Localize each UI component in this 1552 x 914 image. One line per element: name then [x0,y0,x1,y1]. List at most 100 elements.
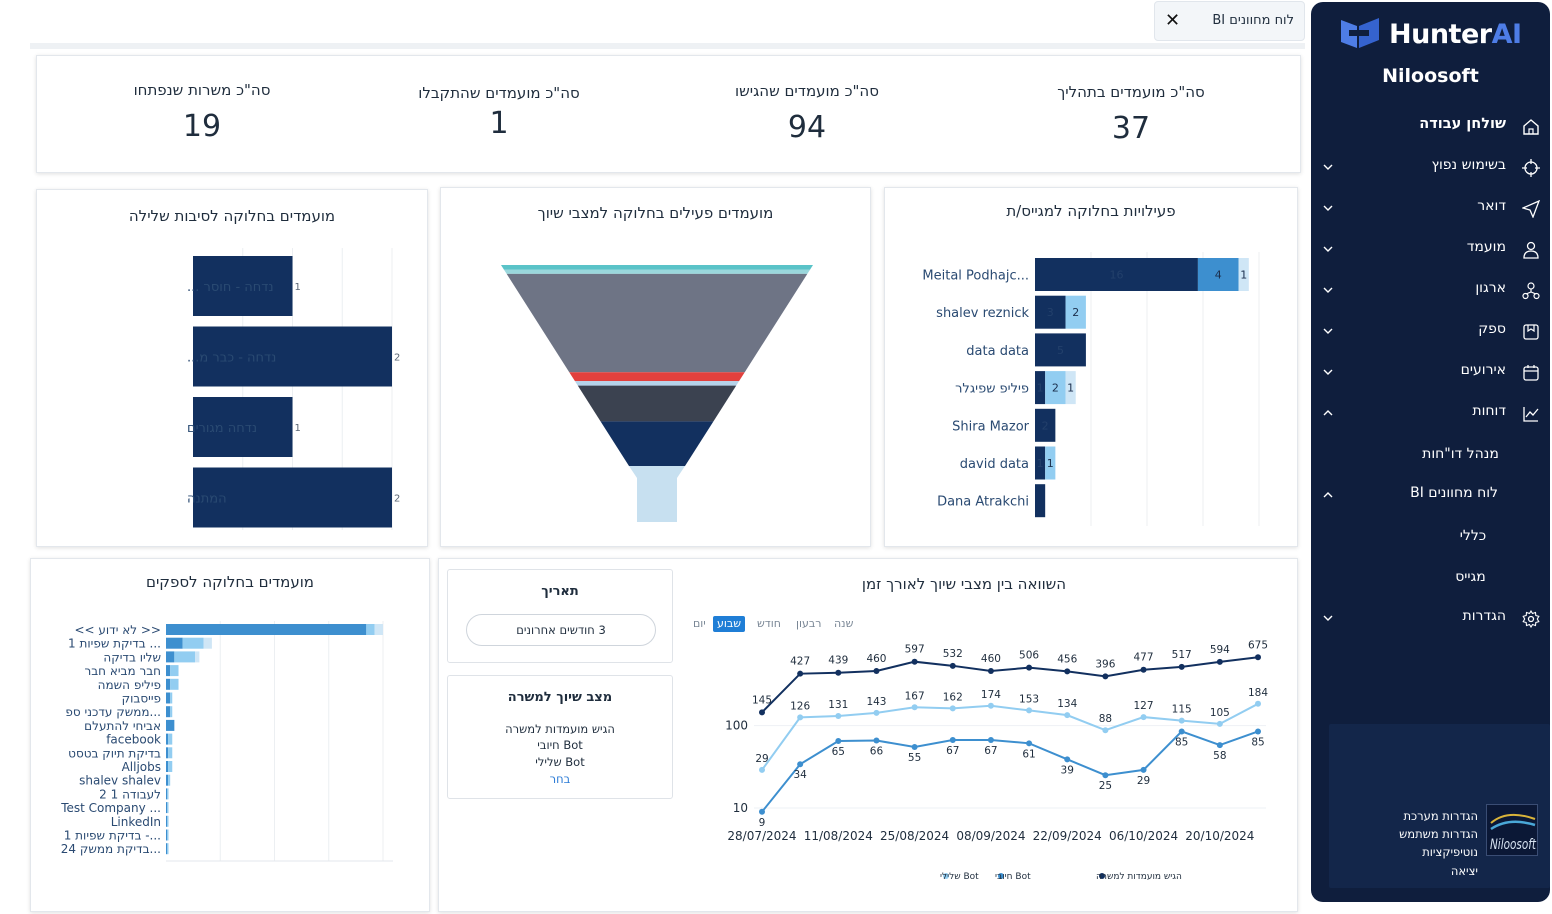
hunter-logo-icon [1341,18,1379,48]
nav-reports[interactable]: דוחות [1311,395,1550,433]
data-label: 2 [1052,382,1059,395]
nav-bi-general[interactable]: כללי [1459,528,1487,544]
category-label: Alljobs [122,760,161,774]
x-tick-label: 06/10/2024 [1109,829,1178,843]
status-option[interactable]: Bot חיובי [537,738,583,752]
period-tab-day[interactable]: יום [693,617,706,630]
footer-logout[interactable]: יציאה [1450,864,1478,878]
close-icon[interactable]: ✕ [1165,10,1181,31]
x-tick-label: 20/10/2024 [1185,829,1254,843]
data-point [1255,728,1261,735]
data-label: 16 [1109,269,1123,282]
chevron-down-icon[interactable] [1321,160,1335,174]
chevron-down-icon[interactable] [1321,242,1335,256]
category-label: LinkedIn [111,815,161,829]
nav-events[interactable]: אירועים [1311,354,1550,392]
category-label: ממשק עדכני ספ... [65,705,161,719]
data-label: 67 [984,745,997,757]
supplier-icon [1523,324,1539,340]
status-option[interactable]: Bot שלילי [535,755,585,769]
chevron-down-icon[interactable] [1321,324,1335,338]
data-point [911,658,918,665]
nav-desktop[interactable]: שולחן עבודה [1311,108,1550,146]
bar-segment [166,761,169,772]
tab-bi-dashboard[interactable]: לוח מחוונים BI ✕ [1154,1,1305,41]
category-label: פיליפ השמה [98,678,161,692]
footer-system-settings[interactable]: הגדרות מערכת [1403,809,1478,823]
status-option[interactable]: הגיש מועמדות למשרה [505,722,615,736]
data-label: 25 [1099,780,1112,792]
data-label: 506 [1019,650,1039,662]
bar-segment [166,733,169,745]
data-point [949,662,956,669]
date-range-select[interactable]: 3 חודשים אחרונים [466,614,656,646]
chevron-down-icon[interactable] [1321,201,1335,215]
series-line [761,730,1259,813]
chevron-down-icon[interactable] [1321,365,1335,379]
category-label: נדחה מגורים [187,421,257,436]
data-label: 85 [1251,736,1264,748]
data-label: 126 [790,700,810,712]
status-filter: מצב שיוך למשרה הגיש מועמדות למשרה Bot חי… [447,675,673,799]
category-label: בדיקת שפיות 1 ... [68,637,161,651]
nav-candidate[interactable]: מועמד [1311,231,1550,269]
chevron-down-icon[interactable] [1321,283,1335,297]
data-label: 439 [828,655,848,667]
chevron-up-icon[interactable] [1321,488,1335,502]
x-tick-label: 08/09/2024 [956,829,1025,843]
suppliers-card: מועמדים בחלוקה לספקים << לא ידוע >> בדיקת… [30,558,430,912]
suppliers-bar-chart: << לא ידוע >>בדיקת שפיות 1 ...שליו בדיקה… [60,621,393,862]
data-label: 456 [1057,653,1077,665]
category-label: 2 1 לעבודה [99,787,161,801]
data-point [987,668,994,675]
bar-segment [374,624,383,635]
nav-common[interactable]: בשימוש נפוץ [1311,149,1550,187]
data-label: 477 [1134,652,1154,664]
data-point [1140,666,1147,673]
data-point [1026,664,1033,671]
nav-supplier[interactable]: ספק [1311,313,1550,351]
nav-label: ארגון [1475,280,1506,296]
bar-segment [166,637,183,649]
bar-segment [1035,371,1046,405]
data-label: 1 [1240,269,1247,282]
org-icon [1522,282,1540,300]
data-label: 134 [1057,698,1077,710]
nav-bi-dashboard[interactable]: לוח מחוונים BI [1311,477,1550,515]
bar-segment [1197,258,1239,291]
period-tab-month[interactable]: חודש [757,617,781,630]
nav-mail[interactable]: דואר [1311,190,1550,228]
bar [193,256,293,316]
category-label: פייסבוק [122,692,161,706]
y-tick-label: 100 [725,719,748,733]
category-label: Dana Atrakchi [937,495,1029,510]
nav-settings[interactable]: הגדרות [1311,600,1550,638]
x-tick-label: 25/08/2024 [880,829,949,843]
nav-report-manager[interactable]: מנהל דו"חות [1422,446,1499,462]
footer-user-settings[interactable]: הגדרות משתמש [1399,827,1478,841]
data-point [759,808,765,815]
chevron-down-icon[interactable] [1321,611,1335,625]
data-label: 61 [1022,748,1035,760]
category-label: << לא ידוע >> [74,623,161,637]
period-tab-quarter[interactable]: רבעון [796,617,822,630]
card-title: מועמדים בחלוקה לספקים [146,573,314,591]
org-name: Niloosoft [1382,65,1479,87]
data-label: 1 [1037,382,1044,395]
chevron-up-icon[interactable] [1321,406,1335,420]
data-point [1102,673,1109,680]
period-tab-week[interactable]: שבוע [713,616,746,632]
data-label: 29 [1137,775,1150,787]
nav-label: מועמד [1466,239,1506,255]
recruiters-bar-chart: 16 4 1 Meital Podhajc... 3 2 shalev reznick 5 da… [922,252,1260,526]
period-tab-year[interactable]: שנה [834,617,854,630]
nav-organization[interactable]: ארגון [1311,272,1550,310]
footer-notifications[interactable]: נוטיפיקציות [1422,845,1478,859]
data-point [835,669,842,676]
nav-bi-recruiters[interactable]: מגייס [1455,569,1486,585]
bar-segment [1065,371,1076,405]
data-point [1140,714,1147,721]
status-choose-link[interactable]: בחר [549,772,571,786]
bar-segment [166,651,175,663]
data-label: 1 [1047,457,1054,470]
